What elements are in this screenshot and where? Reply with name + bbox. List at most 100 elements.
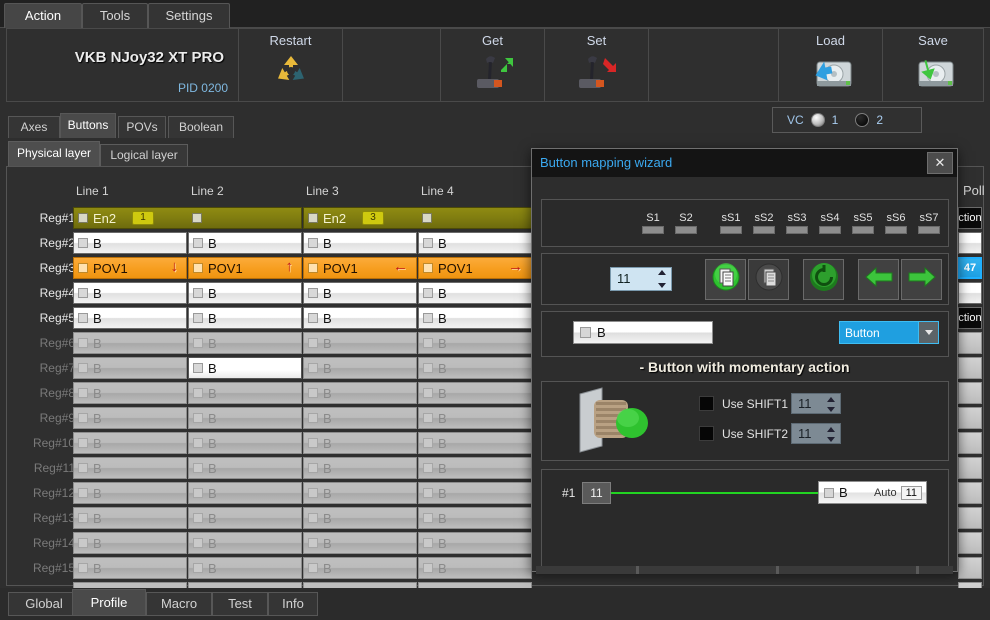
shift-indicator-ss3[interactable]: sS3 xyxy=(783,212,811,234)
grid-cell[interactable]: B xyxy=(418,307,532,329)
cell-checkbox[interactable] xyxy=(78,513,88,523)
cell-checkbox[interactable] xyxy=(193,338,203,348)
grid-cell[interactable]: B xyxy=(188,232,302,254)
mapping-target-checkbox[interactable] xyxy=(824,487,834,498)
grid-cell[interactable]: B xyxy=(188,507,302,529)
mapping-target-box[interactable]: B Auto 11 xyxy=(818,481,927,504)
cell-checkbox[interactable] xyxy=(308,413,318,423)
grid-cell[interactable]: B xyxy=(73,382,187,404)
grid-cell[interactable]: B xyxy=(303,557,417,579)
cell-checkbox[interactable] xyxy=(423,538,433,548)
cell-checkbox[interactable] xyxy=(193,313,203,323)
shift-indicator-s1[interactable]: S1 xyxy=(639,212,667,234)
grid-cell[interactable]: B xyxy=(188,432,302,454)
cell-checkbox[interactable] xyxy=(308,338,318,348)
grid-cell[interactable]: B xyxy=(188,457,302,479)
grid-cell[interactable]: B xyxy=(73,282,187,304)
grid-cell[interactable]: B xyxy=(418,407,532,429)
cell-checkbox[interactable] xyxy=(193,438,203,448)
poll-cell[interactable] xyxy=(958,382,982,404)
cell-checkbox[interactable] xyxy=(193,238,203,248)
shift-indicator-ss4[interactable]: sS4 xyxy=(816,212,844,234)
restart-button[interactable]: Restart xyxy=(239,29,343,101)
grid-cell[interactable]: B xyxy=(73,482,187,504)
cell-checkbox[interactable] xyxy=(78,388,88,398)
cell-checkbox[interactable] xyxy=(423,488,433,498)
shift-indicator-ss2[interactable]: sS2 xyxy=(750,212,778,234)
cell-checkbox[interactable] xyxy=(308,538,318,548)
layer-tab-physical-layer[interactable]: Physical layer xyxy=(8,141,100,166)
grid-cell[interactable]: B xyxy=(73,232,187,254)
binding-name-field[interactable]: B xyxy=(573,321,713,344)
grid-cell[interactable]: POV1 ↑ xyxy=(188,257,302,279)
cell-checkbox[interactable] xyxy=(78,538,88,548)
grid-cell[interactable]: B xyxy=(418,432,532,454)
next-button[interactable] xyxy=(901,259,942,300)
cell-checkbox[interactable] xyxy=(308,513,318,523)
grid-cell[interactable]: B xyxy=(303,282,417,304)
poll-cell[interactable]: ction xyxy=(958,307,982,329)
cell-checkbox[interactable] xyxy=(423,413,433,423)
grid-cell[interactable]: B xyxy=(188,557,302,579)
section-tab-axes[interactable]: Axes xyxy=(8,116,60,138)
grid-cell[interactable]: B xyxy=(303,507,417,529)
grid-cell[interactable]: B xyxy=(73,507,187,529)
bottom-tab-macro[interactable]: Macro xyxy=(146,592,212,616)
cell-checkbox[interactable] xyxy=(78,488,88,498)
grid-cell[interactable]: B xyxy=(418,332,532,354)
grid-cell[interactable] xyxy=(188,207,302,229)
shift-indicator-ss1[interactable]: sS1 xyxy=(717,212,745,234)
grid-cell[interactable]: B xyxy=(303,532,417,554)
poll-cell[interactable]: 47 xyxy=(958,257,982,279)
grid-cell[interactable]: B xyxy=(418,457,532,479)
cell-checkbox[interactable] xyxy=(308,288,318,298)
cell-checkbox[interactable] xyxy=(78,263,88,273)
bottom-tab-profile[interactable]: Profile xyxy=(72,589,146,616)
poll-cell[interactable] xyxy=(958,482,982,504)
bottom-tab-global[interactable]: Global xyxy=(8,592,80,616)
cell-checkbox[interactable] xyxy=(423,438,433,448)
shift1-value-spinner[interactable]: 11 xyxy=(791,393,841,414)
cell-checkbox[interactable] xyxy=(423,263,433,273)
grid-cell[interactable]: B xyxy=(418,557,532,579)
grid-cell[interactable]: B xyxy=(188,307,302,329)
top-tab-action[interactable]: Action xyxy=(4,3,82,28)
grid-cell[interactable]: B xyxy=(73,557,187,579)
vc-selector[interactable]: VC 1 2 xyxy=(772,107,922,133)
poll-cell[interactable] xyxy=(958,282,982,304)
grid-cell[interactable]: B xyxy=(73,307,187,329)
grid-cell[interactable]: B xyxy=(418,382,532,404)
cell-checkbox[interactable] xyxy=(78,313,88,323)
cell-checkbox[interactable] xyxy=(192,213,202,223)
chevron-down-icon[interactable] xyxy=(918,322,938,343)
reset-button[interactable] xyxy=(803,259,844,300)
grid-cell[interactable]: B xyxy=(303,432,417,454)
grid-cell[interactable]: B xyxy=(73,407,187,429)
section-tab-boolean[interactable]: Boolean xyxy=(168,116,234,138)
cell-checkbox[interactable] xyxy=(193,538,203,548)
cell-checkbox[interactable] xyxy=(78,213,88,223)
chevron-down-icon[interactable] xyxy=(827,437,835,442)
cell-checkbox[interactable] xyxy=(308,438,318,448)
spinner-arrows[interactable] xyxy=(826,427,836,442)
cell-checkbox[interactable] xyxy=(423,513,433,523)
shift-indicator-s2[interactable]: S2 xyxy=(672,212,700,234)
grid-cell[interactable] xyxy=(418,207,532,229)
chevron-down-icon[interactable] xyxy=(827,407,835,412)
cell-checkbox[interactable] xyxy=(193,363,203,373)
grid-cell[interactable]: B xyxy=(188,407,302,429)
cell-checkbox[interactable] xyxy=(78,463,88,473)
button-index-spinner[interactable]: 11 xyxy=(610,267,672,291)
poll-cell[interactable] xyxy=(958,507,982,529)
cell-checkbox[interactable] xyxy=(78,288,88,298)
grid-cell[interactable]: B xyxy=(188,532,302,554)
cell-checkbox[interactable] xyxy=(422,213,432,223)
save-button[interactable]: Save xyxy=(883,29,983,101)
poll-cell[interactable] xyxy=(958,232,982,254)
cell-checkbox[interactable] xyxy=(78,563,88,573)
grid-cell[interactable]: B xyxy=(188,357,302,379)
top-tab-tools[interactable]: Tools xyxy=(82,3,148,28)
grid-cell[interactable]: B xyxy=(73,532,187,554)
top-tab-settings[interactable]: Settings xyxy=(148,3,230,28)
load-button[interactable]: Load xyxy=(779,29,883,101)
